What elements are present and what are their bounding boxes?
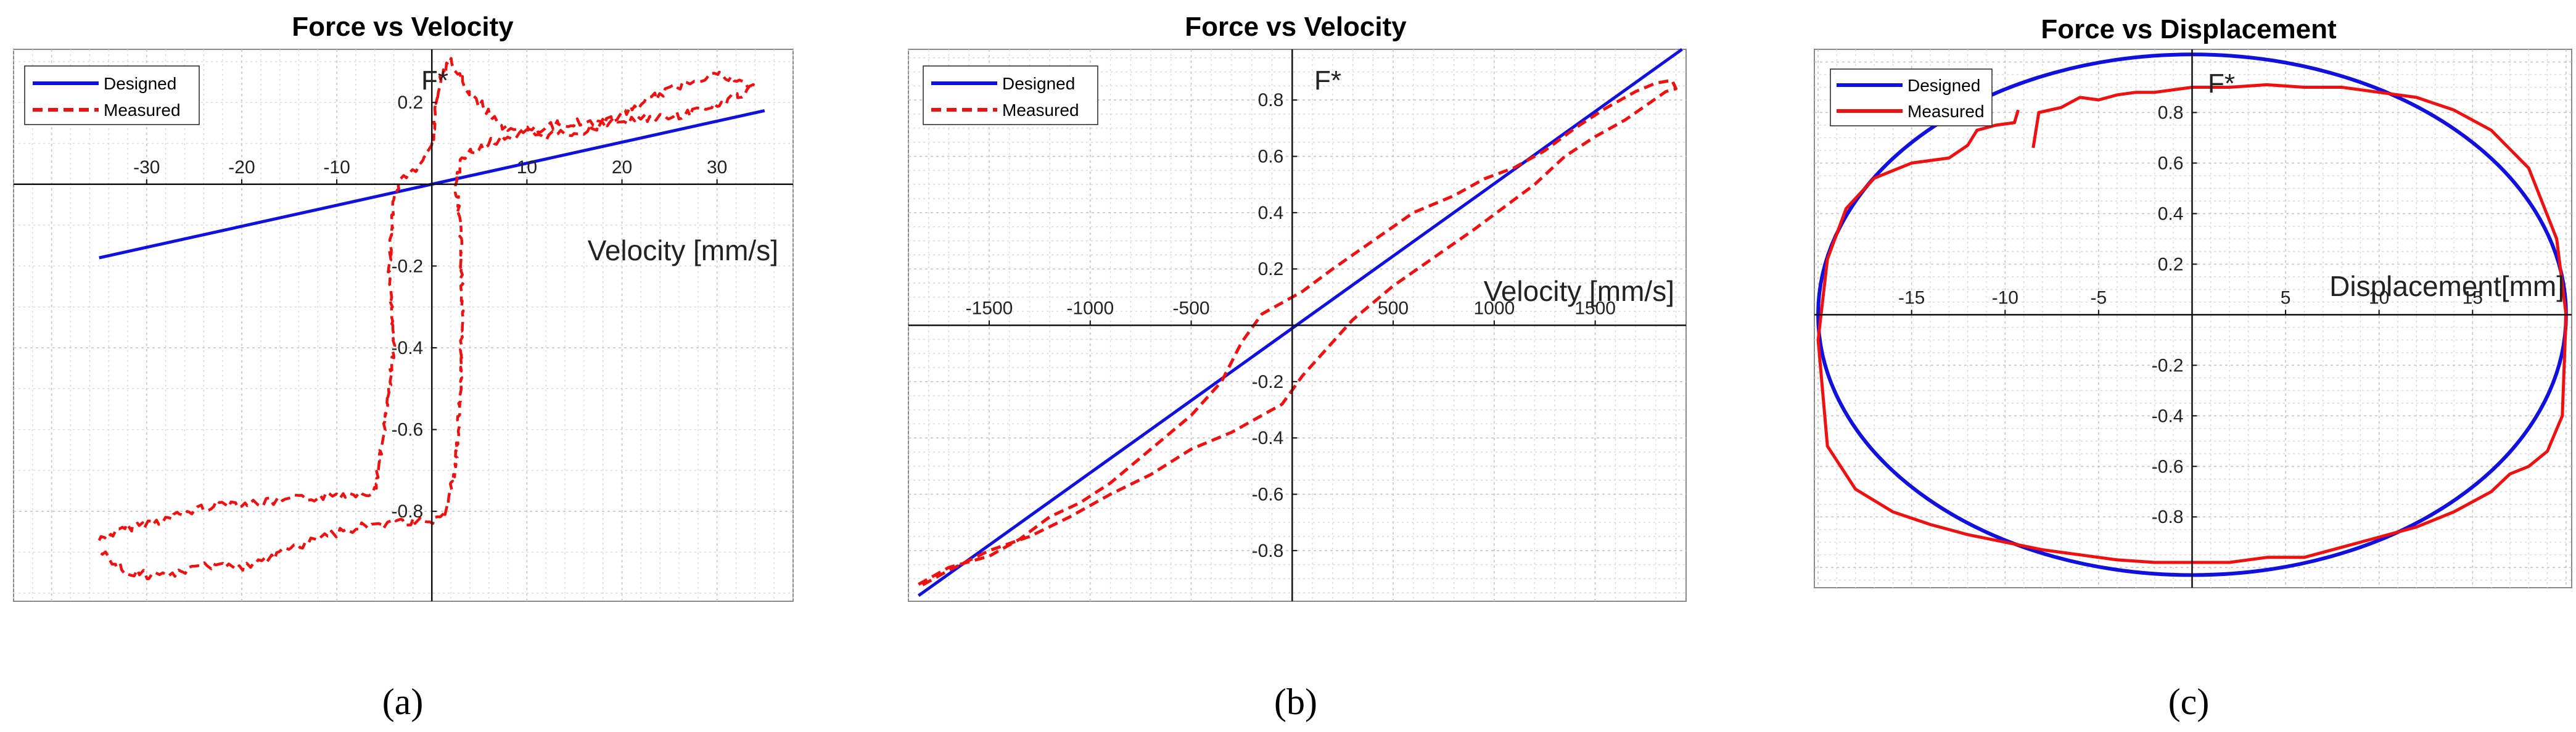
- chart-c-axes: [1814, 49, 2572, 588]
- chart-a-grid: [13, 49, 794, 601]
- chart-c-y-tick-label: 0.4: [2158, 204, 2184, 224]
- chart-a-x-tick-label: 30: [707, 157, 727, 178]
- chart-b-y-tick-label: 0.2: [1258, 259, 1284, 279]
- chart-c-y-tick-label: 0.8: [2158, 102, 2184, 123]
- chart-c-x-tick-label: -10: [1992, 287, 2018, 308]
- chart-b-legend: Designed Measured: [923, 65, 1098, 125]
- chart-c-x-tick-label: 10: [2369, 287, 2389, 308]
- chart-c-y-tick-label: -0.4: [2152, 406, 2184, 426]
- chart-c-y-tick-label: -0.8: [2152, 507, 2184, 527]
- chart-c-legend-measured: Measured: [1907, 102, 1985, 121]
- chart-a-caption: (a): [382, 681, 424, 722]
- chart-b-legend-box: [923, 65, 1098, 125]
- chart-panel-a: Force vs Velocity -30 -20 -10 10 20 30 0.2 -0.…: [13, 12, 794, 722]
- chart-b-x-label: Velocity [mm/s]: [1484, 275, 1674, 307]
- chart-b-x-tick-label: -1500: [966, 298, 1013, 319]
- chart-a-y-tick-label: -0.4: [392, 338, 424, 358]
- chart-c-y-tick-label: 0.6: [2158, 153, 2184, 173]
- chart-b-y-tick-label: 0.8: [1258, 90, 1284, 110]
- chart-c-title: Force vs Displacement: [2041, 14, 2337, 44]
- chart-b-y-tick-label: -0.6: [1252, 484, 1284, 504]
- chart-a-legend-measured: Measured: [104, 101, 181, 120]
- chart-a-x-tick-label: -10: [323, 157, 350, 178]
- chart-b-series: [917, 47, 1683, 597]
- chart-a-legend-box: [24, 65, 200, 125]
- chart-b-legend-designed: Designed: [1002, 74, 1075, 93]
- chart-a-title: Force vs Velocity: [292, 12, 514, 42]
- chart-a-y-tick-label: 0.2: [398, 93, 424, 113]
- chart-c-legend-designed: Designed: [1907, 76, 1980, 95]
- chart-b-series-measured: [918, 78, 1678, 589]
- chart-b-series-designed: [917, 47, 1683, 597]
- chart-b-y-tick-label: 0.4: [1258, 203, 1284, 223]
- chart-b-legend-measured: Measured: [1002, 101, 1079, 120]
- chart-a-x-ticks: -30 -20 -10 10 20 30: [133, 157, 727, 184]
- chart-b-x-tick-label: -500: [1173, 298, 1210, 319]
- chart-b-y-label: F*: [1314, 65, 1341, 96]
- chart-c-x-label: Displacement[mm]: [2329, 270, 2564, 302]
- chart-a-x-tick-label: -30: [133, 157, 160, 178]
- chart-c-x-tick-label: -5: [2091, 287, 2107, 308]
- chart-b-x-ticks: -1500 -1000 -500 500 1000 1500: [966, 298, 1616, 326]
- chart-c-x-ticks: -15 -10 -5 5 10 15: [1898, 287, 2483, 315]
- chart-a-y-tick-label: -0.8: [392, 501, 424, 522]
- chart-c-y-label: F*: [2208, 68, 2235, 99]
- chart-a-x-tick-label: 10: [517, 157, 537, 178]
- chart-b-caption: (b): [1274, 681, 1317, 722]
- chart-b-y-tick-label: -0.2: [1252, 372, 1284, 392]
- chart-a-legend: Designed Measured: [24, 65, 200, 125]
- chart-b-y-tick-label: -0.4: [1252, 428, 1284, 448]
- chart-panel-c: Force vs Displacement -15 -10 -5 5 10 15 0.80…: [1814, 14, 2572, 722]
- chart-c-y-ticks: 0.8 0.6 0.4 0.2 -0.2 -0.4 -0.6 -0.8: [2152, 102, 2197, 527]
- chart-a-legend-designed: Designed: [104, 74, 176, 93]
- chart-a-y-tick-label: -0.6: [392, 420, 424, 440]
- chart-b-y-tick-label: 0.6: [1258, 147, 1284, 167]
- chart-c-legend-box: [1830, 68, 1993, 126]
- chart-a-y-ticks: 0.2 -0.2 -0.4 -0.6 -0.8: [392, 93, 437, 522]
- chart-a-series-measured: [97, 57, 757, 580]
- chart-a-plot-area: [13, 49, 794, 602]
- chart-c-y-tick-label: -0.2: [2152, 355, 2184, 376]
- chart-a-x-label: Velocity [mm/s]: [588, 234, 778, 266]
- chart-c-plot-area: [1814, 49, 2572, 588]
- chart-a-axes: [14, 49, 793, 601]
- chart-a-y-tick-label: -0.2: [392, 256, 424, 276]
- chart-b-title: Force vs Velocity: [1185, 12, 1407, 42]
- chart-b-x-tick-label: 500: [1378, 298, 1409, 319]
- chart-b-x-tick-label: 1500: [1574, 298, 1616, 319]
- chart-b-y-tick-label: -0.8: [1252, 541, 1284, 561]
- chart-a-x-tick-label: 20: [612, 157, 632, 178]
- chart-a-y-label: F*: [421, 65, 448, 96]
- chart-c-legend: Designed Measured: [1830, 68, 1993, 126]
- chart-c-x-tick-label: 5: [2281, 287, 2291, 308]
- chart-c-y-tick-label: 0.2: [2158, 254, 2184, 274]
- chart-b-x-tick-label: 1000: [1473, 298, 1515, 319]
- chart-panel-b: Force vs Velocity -1500 -1000 -500 500 1000 1…: [908, 12, 1687, 722]
- chart-b-axes: [908, 49, 1686, 601]
- chart-c-x-tick-label: -15: [1898, 287, 1925, 308]
- chart-b-y-ticks: 0.8 0.6 0.4 0.2 -0.2 -0.4 -0.6 -0.8: [1252, 90, 1298, 561]
- chart-a-x-tick-label: -20: [228, 157, 255, 178]
- chart-c-caption: (c): [2168, 681, 2210, 722]
- chart-b-x-tick-label: -1000: [1066, 298, 1114, 319]
- chart-c-y-tick-label: -0.6: [2152, 456, 2184, 477]
- chart-c-x-tick-label: 15: [2463, 287, 2483, 308]
